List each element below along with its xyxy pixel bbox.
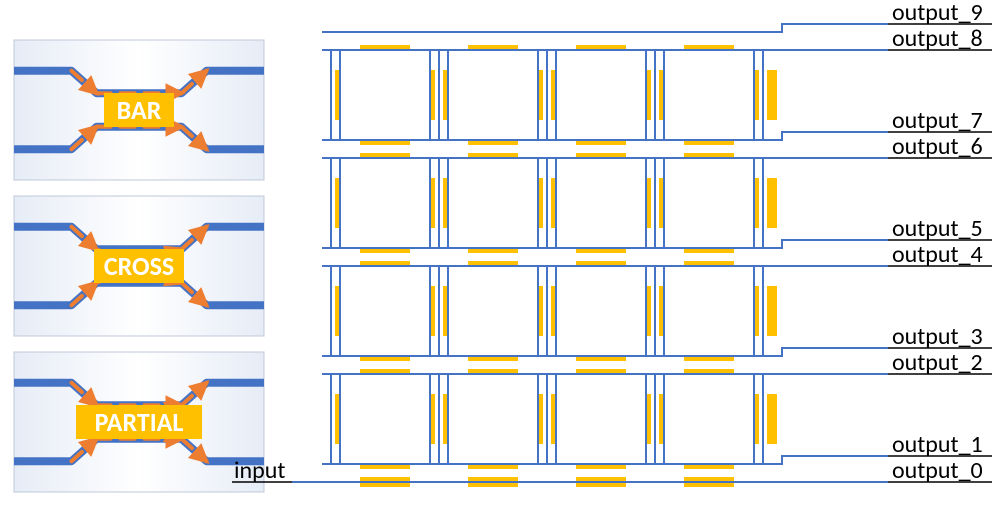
mesh-cell [448, 266, 538, 356]
mesh-cell [340, 266, 430, 356]
mesh-cell [556, 266, 646, 356]
switch-panel-partial: PARTIAL [14, 352, 264, 492]
mesh-cell [664, 374, 754, 464]
output-label: output_4 [892, 240, 983, 269]
mesh-cell [556, 374, 646, 464]
output-label: output_3 [892, 322, 983, 351]
mesh-cell [448, 158, 538, 248]
mesh-cell [556, 158, 646, 248]
mesh-cell [664, 158, 754, 248]
output-label: output_6 [892, 132, 983, 161]
mesh-cell [448, 374, 538, 464]
input-label: input [234, 456, 285, 485]
output-label: output_9 [892, 0, 983, 27]
mesh-cell [340, 158, 430, 248]
mesh-cell [448, 50, 538, 140]
photonic-mesh: output_9output_8 output_7output_6 output_5… [232, 0, 992, 487]
mesh-cell [340, 374, 430, 464]
switch-label: BAR [117, 94, 162, 126]
mesh-cell [556, 50, 646, 140]
output-label: output_1 [892, 430, 983, 459]
switch-label: CROSS [104, 250, 174, 282]
switch-label: PARTIAL [95, 406, 184, 438]
switch-panel-cross: CROSS [14, 196, 264, 336]
switch-panel-bar: BAR [14, 40, 264, 180]
diagram-canvas: BARCROSSPARTIALoutput_9output_8output_7o… [0, 0, 992, 519]
mesh-cell [664, 266, 754, 356]
output-label: output_2 [892, 348, 983, 377]
output-label: output_8 [892, 24, 983, 53]
output-label: output_7 [892, 106, 983, 135]
mesh-cell [664, 50, 754, 140]
output-label: output_5 [892, 214, 983, 243]
mesh-cell [340, 50, 430, 140]
output-label: output_0 [892, 456, 983, 485]
